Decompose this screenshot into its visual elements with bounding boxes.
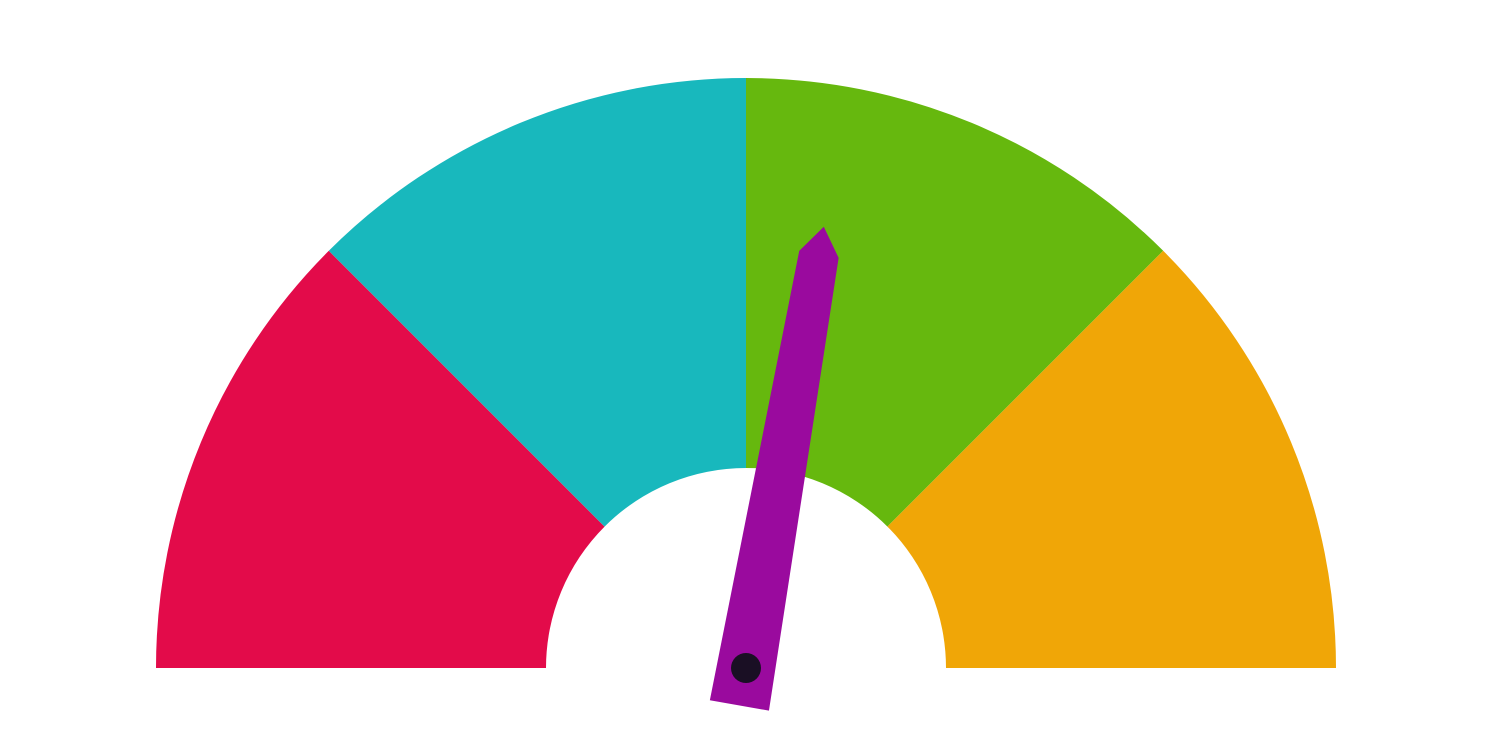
gauge-hub [731, 653, 761, 683]
gauge-chart [0, 0, 1492, 741]
